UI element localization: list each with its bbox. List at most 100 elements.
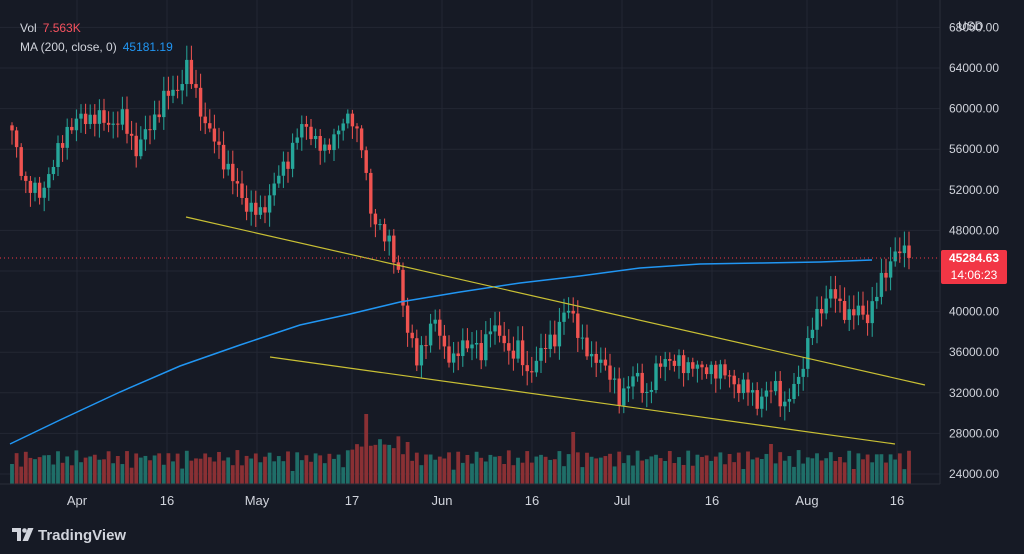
candle-body	[56, 143, 60, 168]
volume-bar	[184, 450, 189, 484]
candle-body	[755, 390, 759, 409]
ma-legend[interactable]: MA (200, close, 0) 45181.19	[20, 39, 173, 55]
candle-body	[410, 332, 414, 339]
price-tick-label: 36000.00	[949, 345, 999, 359]
price-tick-label: 68000.00	[949, 20, 999, 34]
candle-body	[157, 114, 161, 118]
time-tick-label: Jul	[614, 493, 631, 508]
volume-bar	[240, 465, 244, 484]
candle-body	[815, 308, 819, 330]
volume-bar	[493, 456, 497, 484]
volume-bar	[138, 457, 143, 484]
candle-body	[79, 113, 83, 119]
candle-body	[838, 298, 842, 301]
volume-bar	[286, 451, 290, 484]
candle-body	[525, 365, 529, 372]
volume-bar	[566, 454, 571, 484]
candle-body	[893, 251, 897, 262]
candle-body	[33, 182, 37, 193]
candle-body	[769, 390, 773, 392]
candle-body	[465, 340, 470, 349]
candle-body	[479, 343, 483, 361]
candle-body	[704, 367, 709, 375]
candle-body	[792, 383, 796, 399]
candle-body	[304, 124, 309, 127]
volume-bar	[350, 449, 355, 484]
volume-bar	[654, 454, 658, 484]
volume-bar	[203, 453, 208, 484]
currency-label[interactable]: USD	[958, 19, 984, 33]
volume-bar	[299, 460, 304, 484]
candle-body	[778, 380, 782, 407]
candle-body	[456, 353, 460, 357]
volume-bar	[97, 459, 102, 484]
volume-bar	[69, 465, 74, 484]
candle-body	[120, 109, 125, 125]
volume-bar	[74, 450, 79, 484]
candle-body	[355, 126, 359, 129]
candle-body	[557, 321, 562, 347]
candle-body	[47, 174, 51, 188]
candle-body	[773, 380, 778, 392]
volume-bar	[778, 452, 783, 484]
volume-bar	[796, 450, 801, 484]
candle-body	[824, 298, 828, 314]
candle-body	[497, 325, 502, 336]
volume-bar	[428, 454, 433, 484]
candle-body	[175, 89, 180, 91]
volume-bar	[263, 456, 267, 484]
candle-body	[217, 141, 221, 145]
candle-body	[93, 114, 97, 124]
candle-body	[116, 123, 120, 125]
candle-body	[691, 362, 695, 369]
candle-body	[727, 375, 732, 377]
candle-body	[166, 90, 171, 96]
volume-bar	[695, 454, 700, 484]
volume-bar	[838, 456, 842, 484]
candle-body	[686, 362, 690, 374]
volume-bar	[88, 456, 93, 484]
volume-bar	[332, 458, 336, 484]
volume-bar	[718, 452, 723, 484]
candle-body	[185, 59, 189, 85]
candle-body	[898, 251, 902, 254]
candle-body	[663, 359, 667, 367]
candle-body	[392, 235, 396, 263]
volume-bar	[405, 442, 410, 484]
candle-body	[856, 305, 861, 316]
volume-bar	[764, 453, 769, 484]
volume-bar	[897, 453, 902, 484]
candle-body	[654, 363, 658, 391]
candle-body	[723, 364, 727, 376]
volume-bar	[414, 452, 419, 484]
volume-bar	[700, 456, 704, 484]
volume-bar	[644, 459, 649, 484]
candle-body	[254, 202, 258, 215]
time-axis[interactable]: Apr 16 May 17 Jun 16 Jul 16 Aug 16	[67, 493, 904, 508]
candle-body	[341, 123, 345, 131]
candle-body	[622, 388, 626, 406]
candle-body	[378, 224, 382, 226]
candle-body	[433, 319, 437, 324]
volume-bar	[65, 456, 70, 484]
volume-legend-value: 7.563K	[42, 21, 81, 35]
volume-bar	[502, 463, 507, 484]
volume-legend[interactable]: Vol 7.563K	[20, 20, 81, 36]
candle-body	[221, 144, 226, 170]
volume-bar	[106, 451, 111, 484]
tradingview-branding[interactable]: TradingView	[12, 524, 126, 546]
volume-bar	[51, 464, 56, 484]
candle-body	[277, 175, 281, 184]
candle-body	[783, 401, 787, 407]
candle-body	[332, 134, 336, 151]
candle-body	[180, 84, 184, 91]
volume-bar	[424, 454, 428, 484]
volume-bar	[833, 461, 838, 484]
volume-bar	[663, 460, 668, 484]
candle-body	[530, 371, 534, 373]
candle-body	[852, 309, 856, 316]
candle-body	[249, 202, 253, 212]
volume-bar	[230, 465, 235, 484]
volume-bar	[750, 459, 755, 484]
